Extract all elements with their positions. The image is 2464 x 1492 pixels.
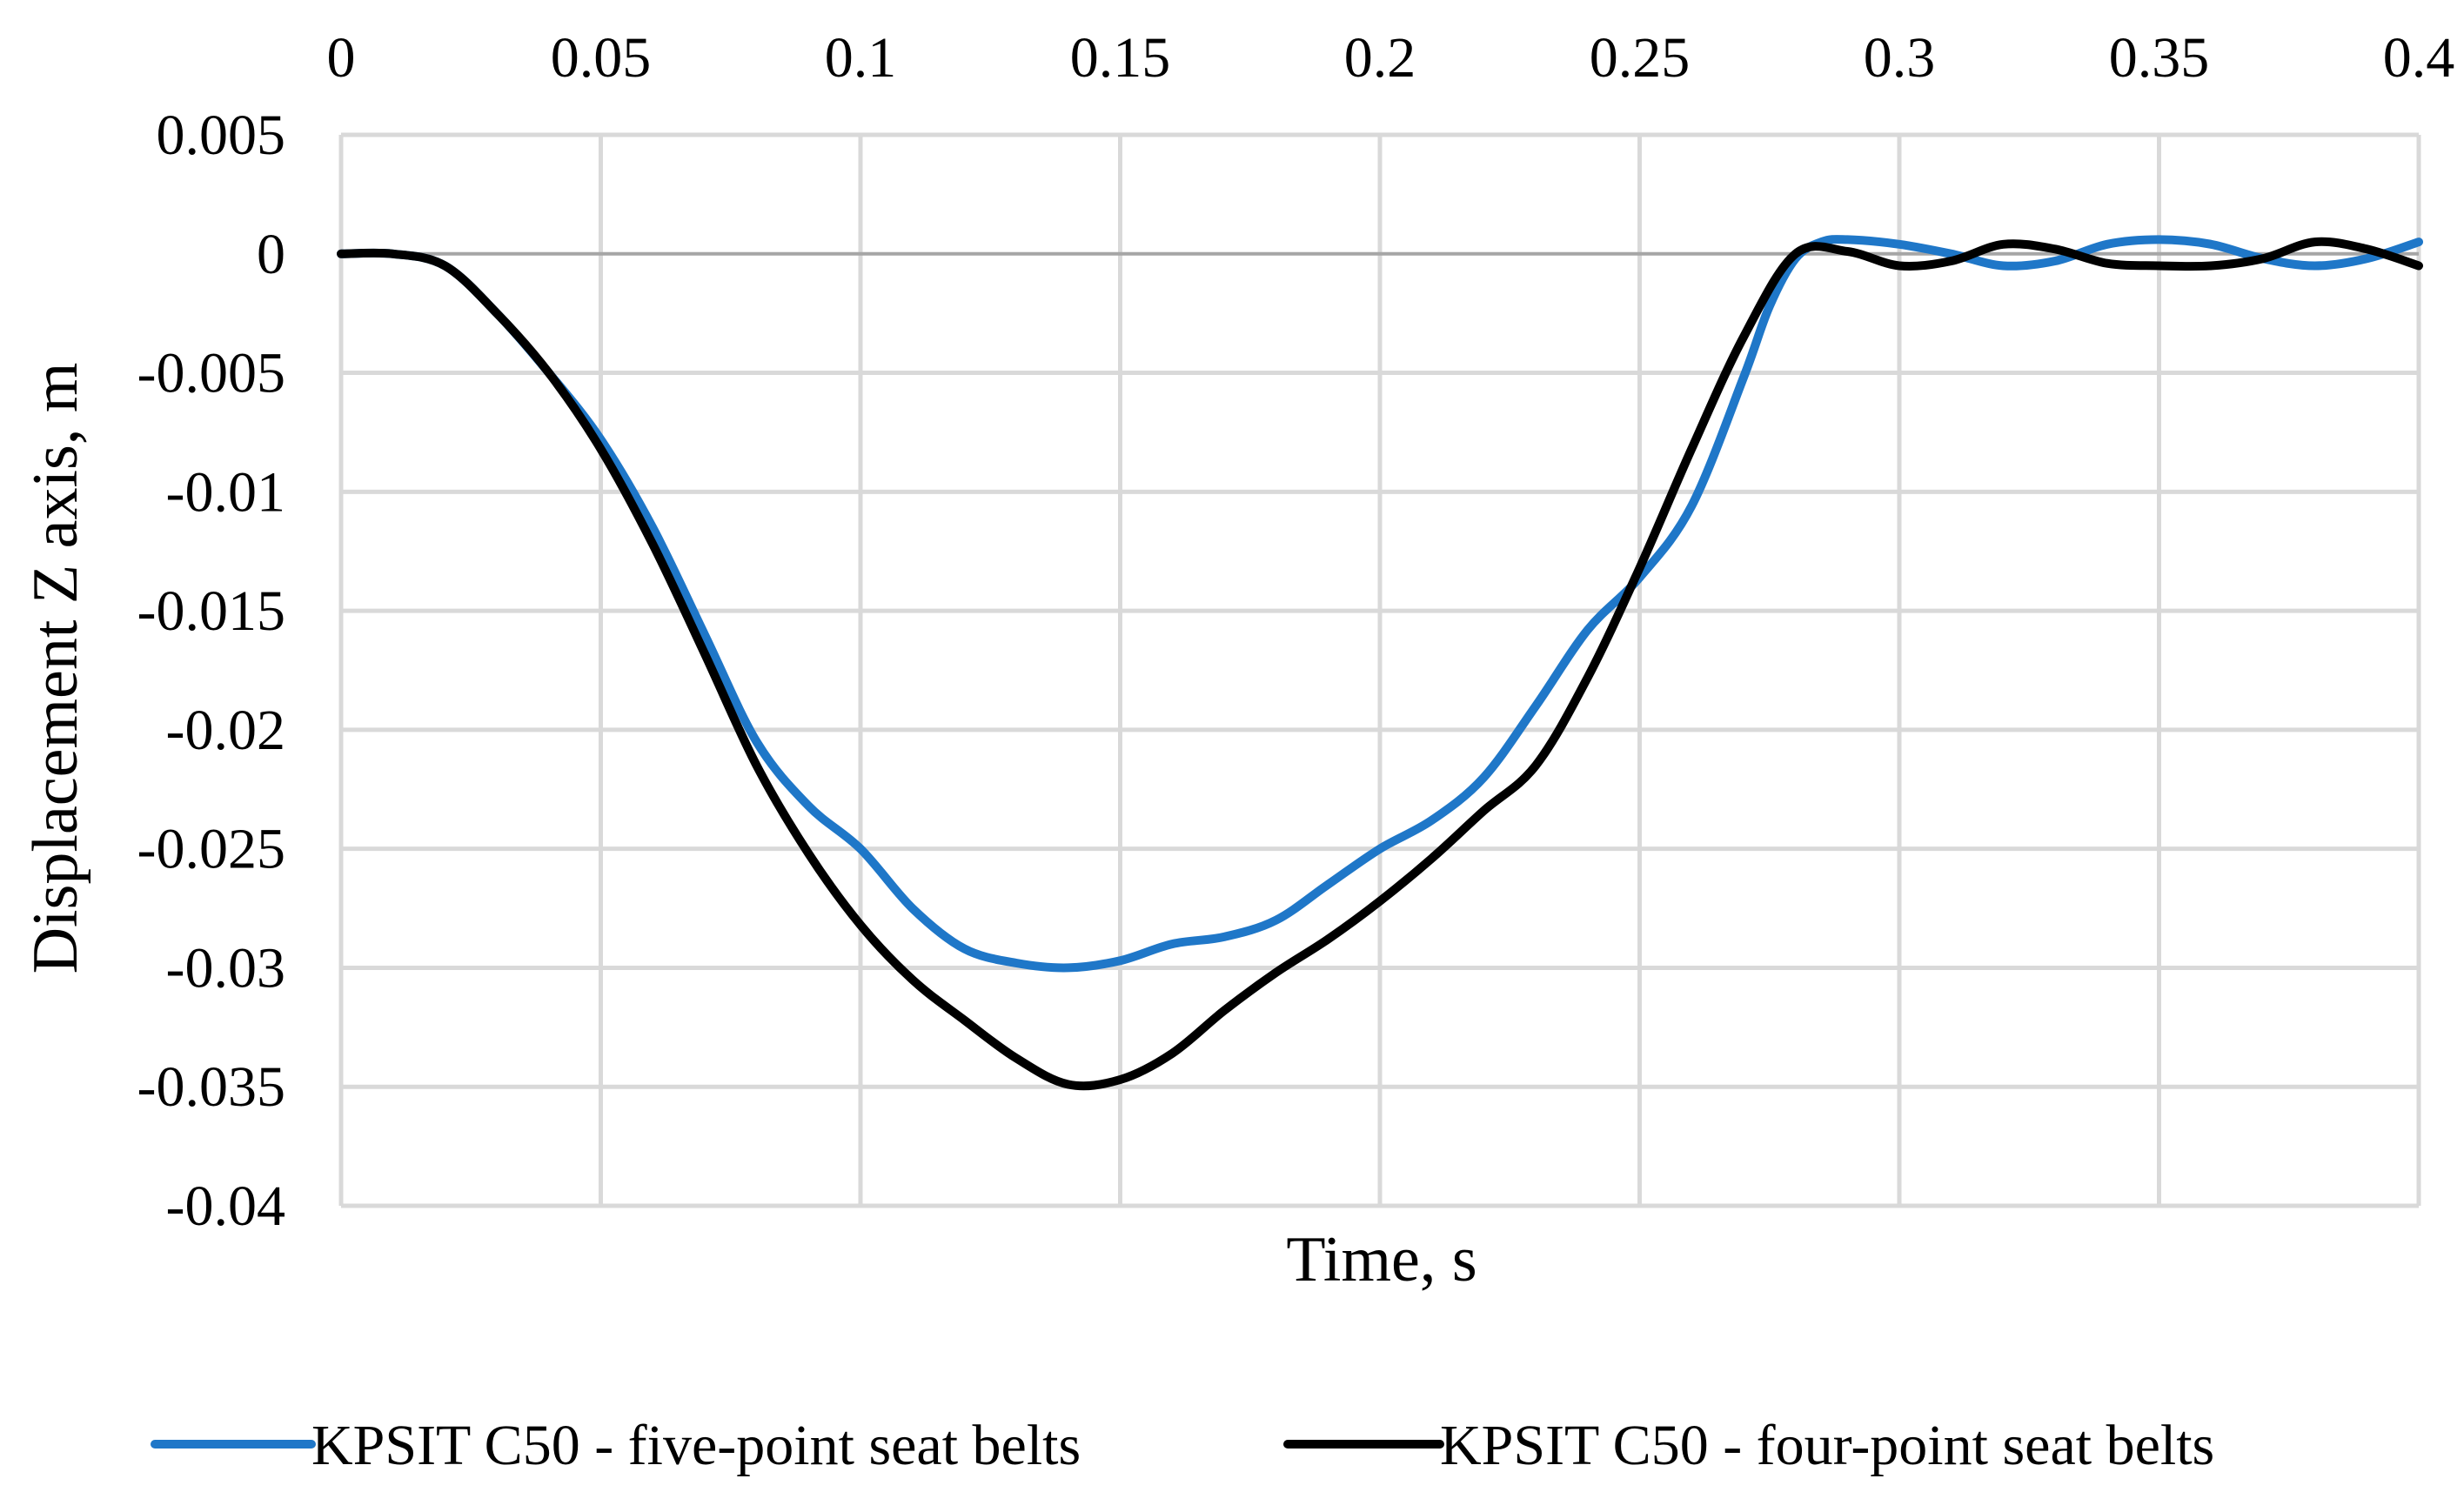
x-tick-label: 0.25 — [1590, 26, 1691, 90]
y-axis-tick-labels: 0.005 0 -0.005 -0.01 -0.015 -0.02 -0.025 -0.03 -… — [137, 104, 285, 1238]
y-tick-label: -0.02 — [166, 699, 285, 762]
x-tick-label: 0.15 — [1070, 26, 1171, 90]
x-tick-label: 0.05 — [551, 26, 652, 90]
y-tick-label: -0.035 — [137, 1055, 285, 1119]
series-line-four-point — [337, 237, 2423, 1091]
x-tick-label: 0.4 — [2383, 26, 2455, 90]
x-tick-label: 0.2 — [1344, 26, 1416, 90]
y-axis-title: Displacement Z axis, m — [20, 363, 91, 974]
x-tick-label: 0.35 — [2109, 26, 2210, 90]
x-axis-title: Time, s — [1286, 1224, 1476, 1295]
x-axis-tick-labels: 0 0.05 0.1 0.15 0.2 0.25 0.3 0.35 0.4 — [327, 26, 2455, 90]
series-lines — [337, 235, 2423, 1091]
grid — [338, 132, 2421, 1208]
x-tick-label: 0 — [327, 26, 356, 90]
legend: KPSIT C50 - five-point seat belts KPSIT … — [151, 1414, 2214, 1477]
series-line-five-point — [337, 235, 2423, 973]
legend-label-four-point: KPSIT C50 - four-point seat belts — [1440, 1414, 2214, 1477]
legend-label-five-point: KPSIT C50 - five-point seat belts — [311, 1414, 1081, 1477]
y-tick-label: -0.015 — [137, 579, 285, 643]
y-tick-label: -0.025 — [137, 818, 285, 881]
x-tick-label: 0.1 — [825, 26, 897, 90]
y-tick-label: 0.005 — [157, 104, 286, 167]
y-tick-label: -0.01 — [166, 460, 285, 524]
x-tick-label: 0.3 — [1864, 26, 1936, 90]
y-tick-label: -0.04 — [166, 1174, 285, 1238]
y-tick-label: -0.03 — [166, 936, 285, 1000]
y-tick-label: 0 — [257, 223, 285, 286]
y-tick-label: -0.005 — [137, 342, 285, 405]
